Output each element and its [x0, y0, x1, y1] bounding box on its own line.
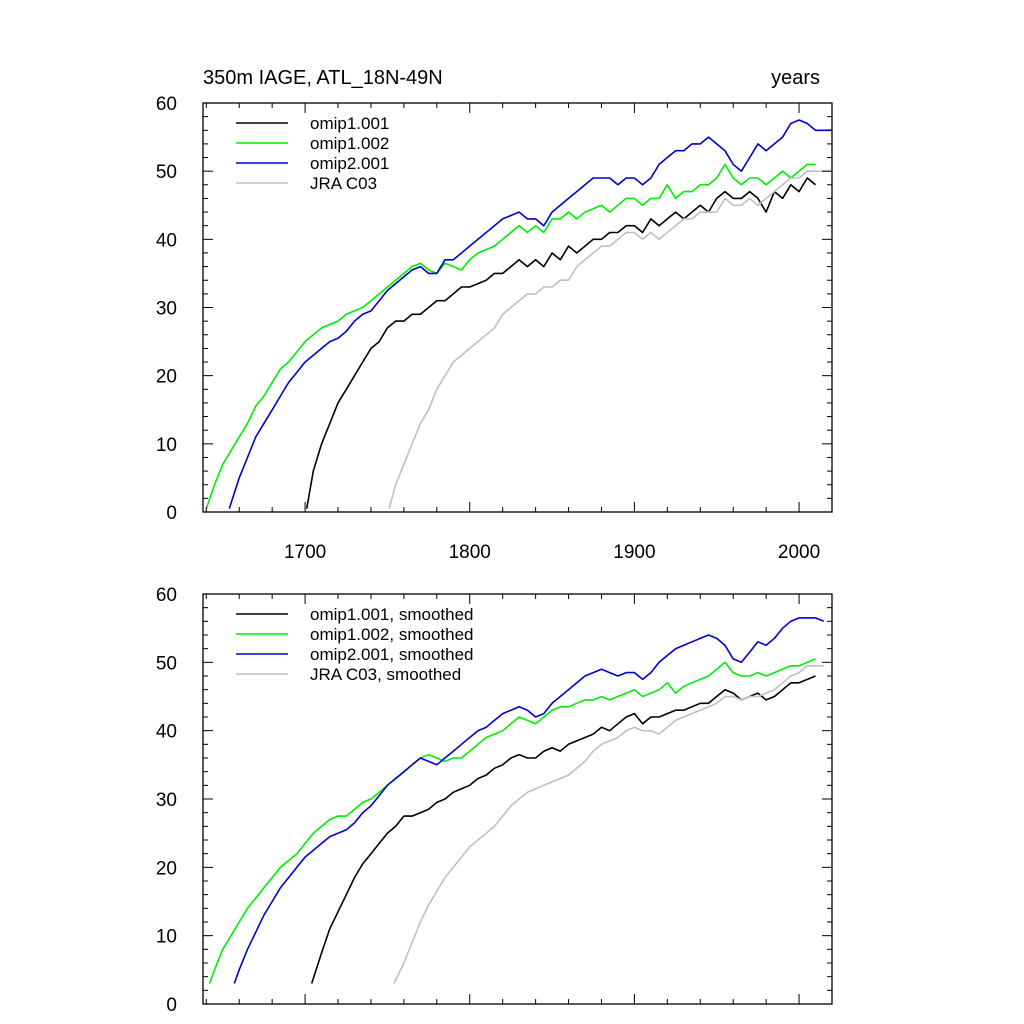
plot-frame	[202, 593, 833, 1005]
series-line-2	[233, 617, 825, 984]
y-tick-label: 30	[156, 299, 177, 320]
series-line-3	[393, 665, 824, 984]
y-tick-label: 40	[156, 722, 177, 743]
legend-label: JRA C03, smoothed	[310, 665, 461, 684]
legend-label: JRA C03	[310, 174, 377, 193]
series-line-1	[208, 658, 816, 984]
x-tick-label: 1800	[449, 542, 491, 563]
plot-title: 350m IAGE, ATL_18N-49N	[203, 67, 443, 89]
y-tick-label: 10	[156, 927, 177, 948]
legend-label: omip1.001, smoothed	[310, 605, 474, 624]
x-tick-label: 1700	[284, 542, 326, 563]
legend-label: omip1.001	[310, 114, 389, 133]
y-tick-label: 40	[156, 230, 177, 251]
legend-label: omip1.002, smoothed	[310, 625, 474, 644]
y-tick-label: 50	[156, 162, 177, 183]
series-line-1	[205, 163, 816, 509]
y-tick-label: 20	[156, 367, 177, 388]
y-tick-label: 60	[156, 94, 177, 115]
series-line-2	[228, 119, 832, 509]
legend-label: omip2.001	[310, 154, 389, 173]
series-line-0	[310, 675, 816, 984]
legend-label: omip1.002	[310, 134, 389, 153]
y-tick-label: 10	[156, 435, 177, 456]
x-tick-label: 2000	[778, 542, 820, 563]
y-tick-label: 0	[166, 503, 177, 524]
y-tick-label: 60	[156, 585, 177, 606]
series-line-0	[305, 177, 817, 509]
y-tick-label: 30	[156, 790, 177, 811]
series-line-3	[388, 170, 832, 509]
x-tick-label: 1900	[613, 542, 655, 563]
y-tick-label: 20	[156, 858, 177, 879]
y-tick-label: 0	[166, 995, 177, 1016]
bottom-panel: 0 10 20 30 40 50 60 omip1.001, smoothedomip1.00…	[156, 585, 833, 1016]
y-tick-label: 50	[156, 653, 177, 674]
plot-frame	[202, 102, 833, 513]
units-label: years	[771, 67, 820, 89]
legend-label: omip2.001, smoothed	[310, 645, 474, 664]
